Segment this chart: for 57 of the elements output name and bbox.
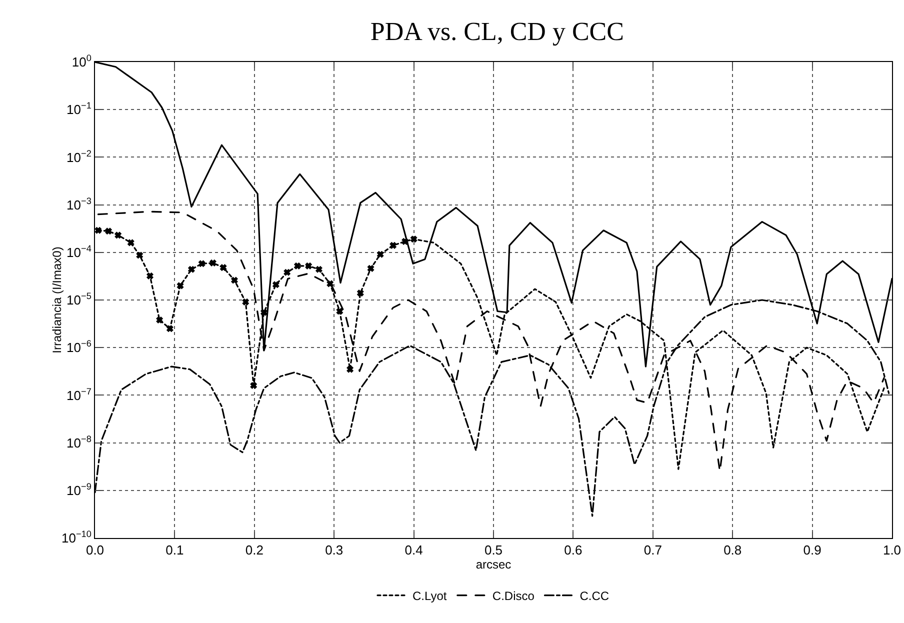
point: [198, 260, 206, 267]
x-tick-label: 0.7: [644, 542, 662, 558]
point: [305, 262, 312, 270]
point: [326, 280, 334, 288]
y-tick-label: 10$^{−9}$: [66, 481, 92, 498]
point: [284, 269, 290, 276]
point: [367, 265, 374, 272]
x-tick-label: 0.5: [484, 542, 503, 558]
point: [176, 282, 184, 289]
x-tick-label: 1.0: [882, 542, 902, 558]
y-tick-label: 10$^{0}$: [72, 53, 92, 70]
y-axis-title: Irradiancia (I/Imax0): [50, 246, 64, 354]
x-tick-label: 0.8: [724, 542, 742, 558]
x-tick-label: 0.6: [564, 542, 582, 558]
point: [377, 251, 384, 258]
y-tick-label: 10$^{−7}$: [66, 386, 92, 403]
y-tick-label: 10$^{−6}$: [66, 338, 92, 356]
point: [136, 252, 143, 259]
point: [220, 264, 227, 271]
point: [336, 308, 343, 315]
point: [357, 290, 364, 296]
legend-label: C.CC: [580, 589, 610, 604]
point: [390, 242, 396, 249]
chart-title: PDA vs. CL, CD y CCC: [370, 17, 624, 46]
point: [105, 228, 112, 234]
point: [156, 316, 163, 324]
point: [231, 276, 238, 284]
legend-label: C.Disco: [492, 589, 535, 604]
point: [166, 325, 174, 332]
point: [402, 238, 408, 245]
point: [316, 266, 322, 273]
x-tick-label: 0.9: [803, 542, 822, 558]
y-tick-label: 10$^{−3}$: [66, 196, 92, 212]
y-tick-label: 10$^{−1}$: [66, 100, 92, 118]
x-tick-label: 0.1: [166, 542, 184, 558]
point: [128, 239, 134, 246]
point: [346, 366, 354, 373]
x-axis-title: arcsec: [476, 558, 512, 572]
point: [272, 281, 280, 288]
x-tick-label: 0.4: [404, 542, 423, 558]
point: [188, 266, 195, 273]
point: [260, 309, 268, 316]
point: [410, 236, 418, 242]
point: [95, 227, 102, 234]
point: [114, 232, 122, 238]
y-tick-label: 10$^{−8}$: [66, 434, 92, 450]
legend-label: C.Lyot: [412, 589, 448, 604]
point: [242, 298, 249, 306]
y-tick-label: 10$^{−4}$: [66, 243, 92, 260]
y-tick-label: 10$^{−5}$: [66, 291, 92, 308]
x-tick-label: 0.3: [325, 542, 344, 558]
y-tick-label: 10$^{−2}$: [66, 148, 92, 165]
point: [146, 272, 154, 280]
x-tick-label: 0.2: [245, 542, 264, 558]
point: [250, 382, 257, 389]
point: [294, 262, 301, 270]
point: [210, 260, 216, 266]
